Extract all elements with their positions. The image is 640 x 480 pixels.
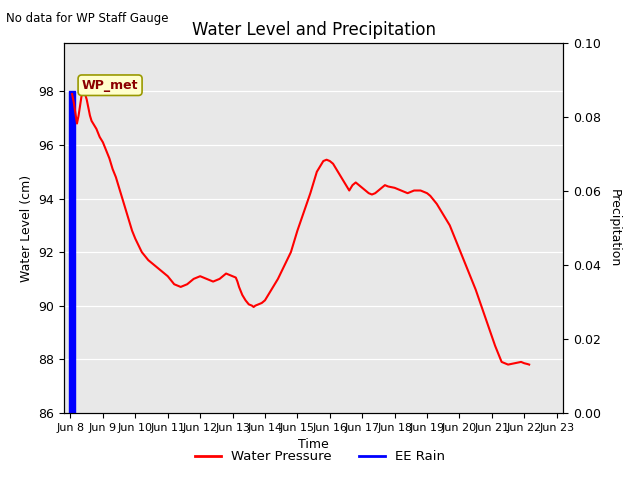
Title: Water Level and Precipitation: Water Level and Precipitation xyxy=(191,21,436,39)
Y-axis label: Precipitation: Precipitation xyxy=(607,189,620,267)
X-axis label: Time: Time xyxy=(298,438,329,451)
Legend: Water Pressure, EE Rain: Water Pressure, EE Rain xyxy=(189,445,451,468)
Text: No data for WP Staff Gauge: No data for WP Staff Gauge xyxy=(6,12,169,25)
Text: WP_met: WP_met xyxy=(82,79,138,92)
Y-axis label: Water Level (cm): Water Level (cm) xyxy=(20,174,33,282)
